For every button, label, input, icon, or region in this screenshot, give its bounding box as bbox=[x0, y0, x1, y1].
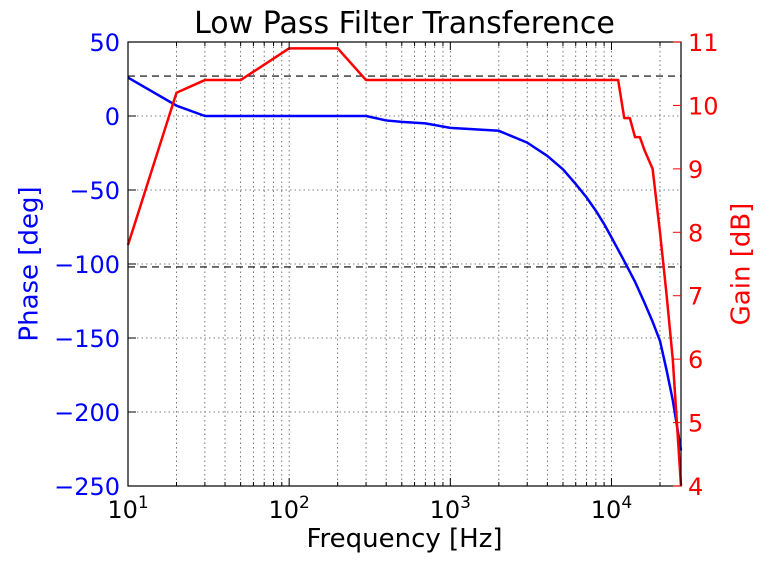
phase-tick-label: −200 bbox=[54, 399, 120, 427]
gain-tick-label: 11 bbox=[688, 29, 719, 57]
phase-tick-label: −50 bbox=[69, 177, 120, 205]
y-axis-label-phase: Phase [deg] bbox=[15, 186, 45, 341]
x-tick-label: 101 bbox=[107, 493, 148, 524]
series bbox=[126, 47, 683, 487]
phase-tick-label: −250 bbox=[54, 473, 120, 501]
plot-frame bbox=[127, 41, 682, 487]
gain-tick-label: 7 bbox=[688, 283, 703, 311]
gain-tick-label: 9 bbox=[688, 156, 703, 184]
x-tick-label: 102 bbox=[268, 493, 309, 524]
x-tick-label: 104 bbox=[591, 493, 632, 524]
gain-tick-label: 10 bbox=[688, 92, 719, 120]
gain-series-line bbox=[126, 47, 683, 487]
phase-tick-label: 50 bbox=[89, 29, 120, 57]
gain-tick-label: 5 bbox=[688, 410, 703, 438]
gain-tick-label: 4 bbox=[688, 473, 703, 501]
phase-tick-label: 0 bbox=[105, 103, 120, 131]
reference-lines bbox=[128, 75, 681, 268]
x-tick-label: 103 bbox=[430, 493, 471, 524]
gain-tick-label: 8 bbox=[688, 219, 703, 247]
x-axis-label: Frequency [Hz] bbox=[306, 524, 502, 554]
grid bbox=[128, 42, 681, 486]
phase-series-line bbox=[127, 76, 683, 451]
phase-tick-label: −100 bbox=[54, 251, 120, 279]
y-axis-label-gain: Gain [dB] bbox=[727, 203, 757, 326]
chart-title: Low Pass Filter Transference bbox=[194, 6, 615, 41]
phase-tick-label: −150 bbox=[54, 325, 120, 353]
ticks: 101 102 103 104 50 0 −50 −100 −150 −200 −250 11 10 9 8… bbox=[54, 29, 718, 524]
gain-tick-label: 6 bbox=[688, 346, 703, 374]
